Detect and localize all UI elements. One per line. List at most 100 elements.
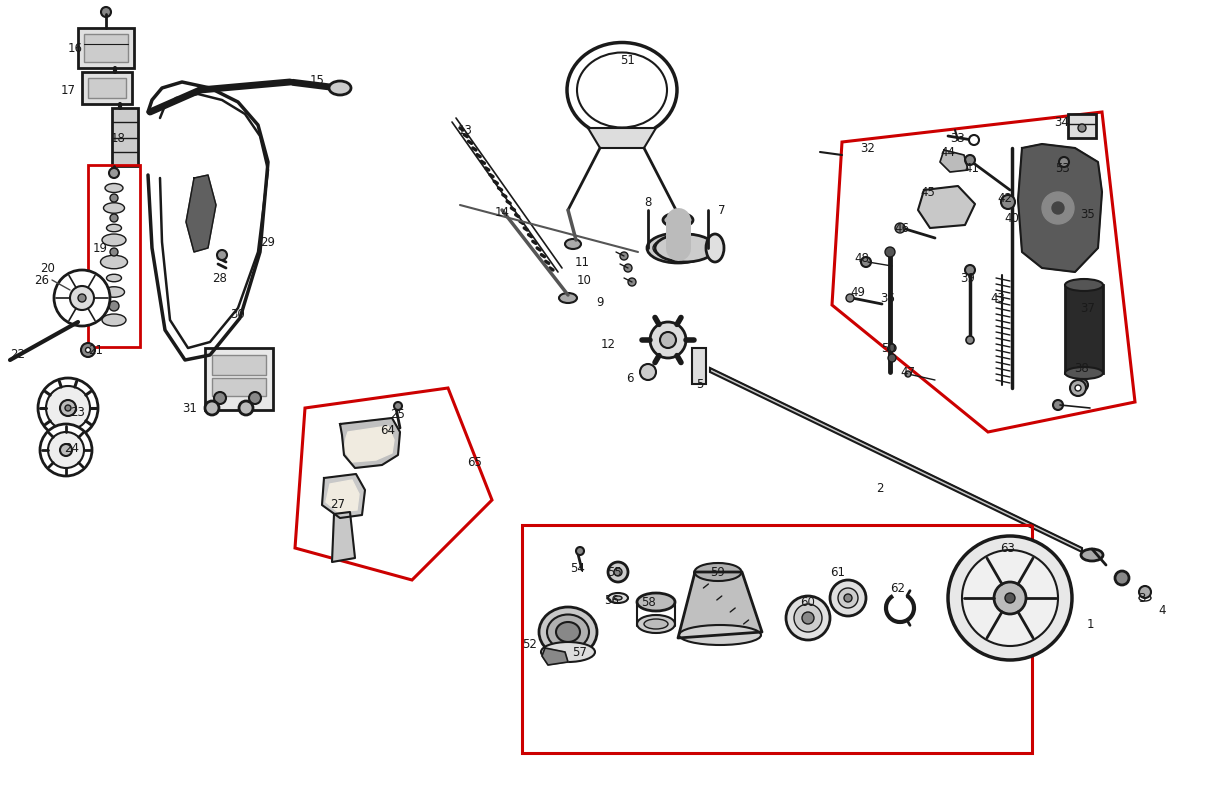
Circle shape xyxy=(794,604,821,632)
Text: 1: 1 xyxy=(1086,619,1094,631)
Circle shape xyxy=(65,405,71,411)
Ellipse shape xyxy=(663,241,693,255)
Circle shape xyxy=(965,265,975,275)
Text: 6: 6 xyxy=(626,372,634,384)
Circle shape xyxy=(1059,157,1069,167)
Circle shape xyxy=(885,247,895,257)
Polygon shape xyxy=(918,186,975,228)
Circle shape xyxy=(1076,379,1087,391)
Circle shape xyxy=(1078,124,1086,132)
Text: 40: 40 xyxy=(1004,211,1020,225)
Text: 16: 16 xyxy=(67,41,82,55)
Text: 8: 8 xyxy=(645,195,652,209)
Text: 45: 45 xyxy=(921,186,935,198)
Text: 9: 9 xyxy=(596,295,603,309)
Circle shape xyxy=(1114,571,1129,585)
Ellipse shape xyxy=(101,255,128,268)
Circle shape xyxy=(888,354,896,362)
Polygon shape xyxy=(326,480,359,512)
Text: 64: 64 xyxy=(380,423,396,437)
Text: 30: 30 xyxy=(230,309,245,322)
Bar xyxy=(85,34,128,62)
Polygon shape xyxy=(588,128,656,148)
Bar xyxy=(1065,285,1103,373)
Bar xyxy=(212,355,266,375)
Circle shape xyxy=(81,343,94,357)
Text: 41: 41 xyxy=(965,161,980,175)
Circle shape xyxy=(994,582,1026,614)
Circle shape xyxy=(965,155,975,165)
Ellipse shape xyxy=(566,43,677,137)
Polygon shape xyxy=(322,474,365,518)
Ellipse shape xyxy=(694,563,742,581)
Circle shape xyxy=(60,444,72,456)
Circle shape xyxy=(48,432,85,468)
Text: 15: 15 xyxy=(309,74,325,87)
Ellipse shape xyxy=(539,607,597,657)
Circle shape xyxy=(47,386,89,430)
Text: 65: 65 xyxy=(467,456,483,468)
Polygon shape xyxy=(542,648,568,665)
Text: 44: 44 xyxy=(940,145,955,159)
Circle shape xyxy=(40,424,92,476)
Circle shape xyxy=(948,536,1072,660)
Polygon shape xyxy=(940,150,969,172)
Circle shape xyxy=(846,294,855,302)
Text: 51: 51 xyxy=(620,53,635,67)
Circle shape xyxy=(1042,192,1074,224)
Text: 63: 63 xyxy=(1000,542,1015,554)
Circle shape xyxy=(86,348,91,353)
Text: 10: 10 xyxy=(576,273,591,287)
Text: 38: 38 xyxy=(1075,361,1090,375)
Text: 4: 4 xyxy=(1159,603,1166,616)
Text: 48: 48 xyxy=(855,252,869,264)
Circle shape xyxy=(110,248,118,256)
Polygon shape xyxy=(186,175,216,252)
Circle shape xyxy=(576,547,584,555)
Ellipse shape xyxy=(614,596,622,600)
Ellipse shape xyxy=(608,593,628,603)
Bar xyxy=(205,348,273,410)
Circle shape xyxy=(109,301,119,311)
Ellipse shape xyxy=(103,202,125,214)
Circle shape xyxy=(101,7,112,17)
Text: 23: 23 xyxy=(71,406,86,418)
Text: 11: 11 xyxy=(575,256,590,268)
Text: 46: 46 xyxy=(895,222,910,234)
Circle shape xyxy=(1075,385,1081,391)
Text: 13: 13 xyxy=(457,124,472,137)
Text: 55: 55 xyxy=(608,565,623,579)
Circle shape xyxy=(205,401,219,415)
Polygon shape xyxy=(678,572,763,638)
Text: 24: 24 xyxy=(65,441,80,454)
Polygon shape xyxy=(332,512,356,562)
Text: 19: 19 xyxy=(92,241,108,255)
Circle shape xyxy=(70,286,94,310)
Text: 25: 25 xyxy=(391,408,406,422)
Text: 54: 54 xyxy=(570,561,586,575)
Text: 12: 12 xyxy=(601,338,615,352)
Circle shape xyxy=(249,392,261,404)
Text: 18: 18 xyxy=(110,132,125,145)
Ellipse shape xyxy=(541,642,595,662)
Ellipse shape xyxy=(647,233,709,263)
Text: 60: 60 xyxy=(801,596,815,608)
Circle shape xyxy=(1005,593,1015,603)
Circle shape xyxy=(888,344,896,352)
Circle shape xyxy=(660,332,676,348)
Bar xyxy=(691,348,706,384)
Circle shape xyxy=(624,264,631,272)
Circle shape xyxy=(1070,380,1086,396)
Text: 36: 36 xyxy=(880,291,895,305)
Text: 22: 22 xyxy=(11,349,26,361)
Bar xyxy=(88,165,140,347)
Ellipse shape xyxy=(655,234,715,262)
FancyArrowPatch shape xyxy=(293,83,335,87)
Text: 57: 57 xyxy=(573,646,587,658)
Circle shape xyxy=(969,135,980,145)
Circle shape xyxy=(843,594,852,602)
Circle shape xyxy=(650,322,687,358)
Text: 37: 37 xyxy=(1080,302,1096,314)
Circle shape xyxy=(239,401,253,415)
Ellipse shape xyxy=(565,239,581,249)
